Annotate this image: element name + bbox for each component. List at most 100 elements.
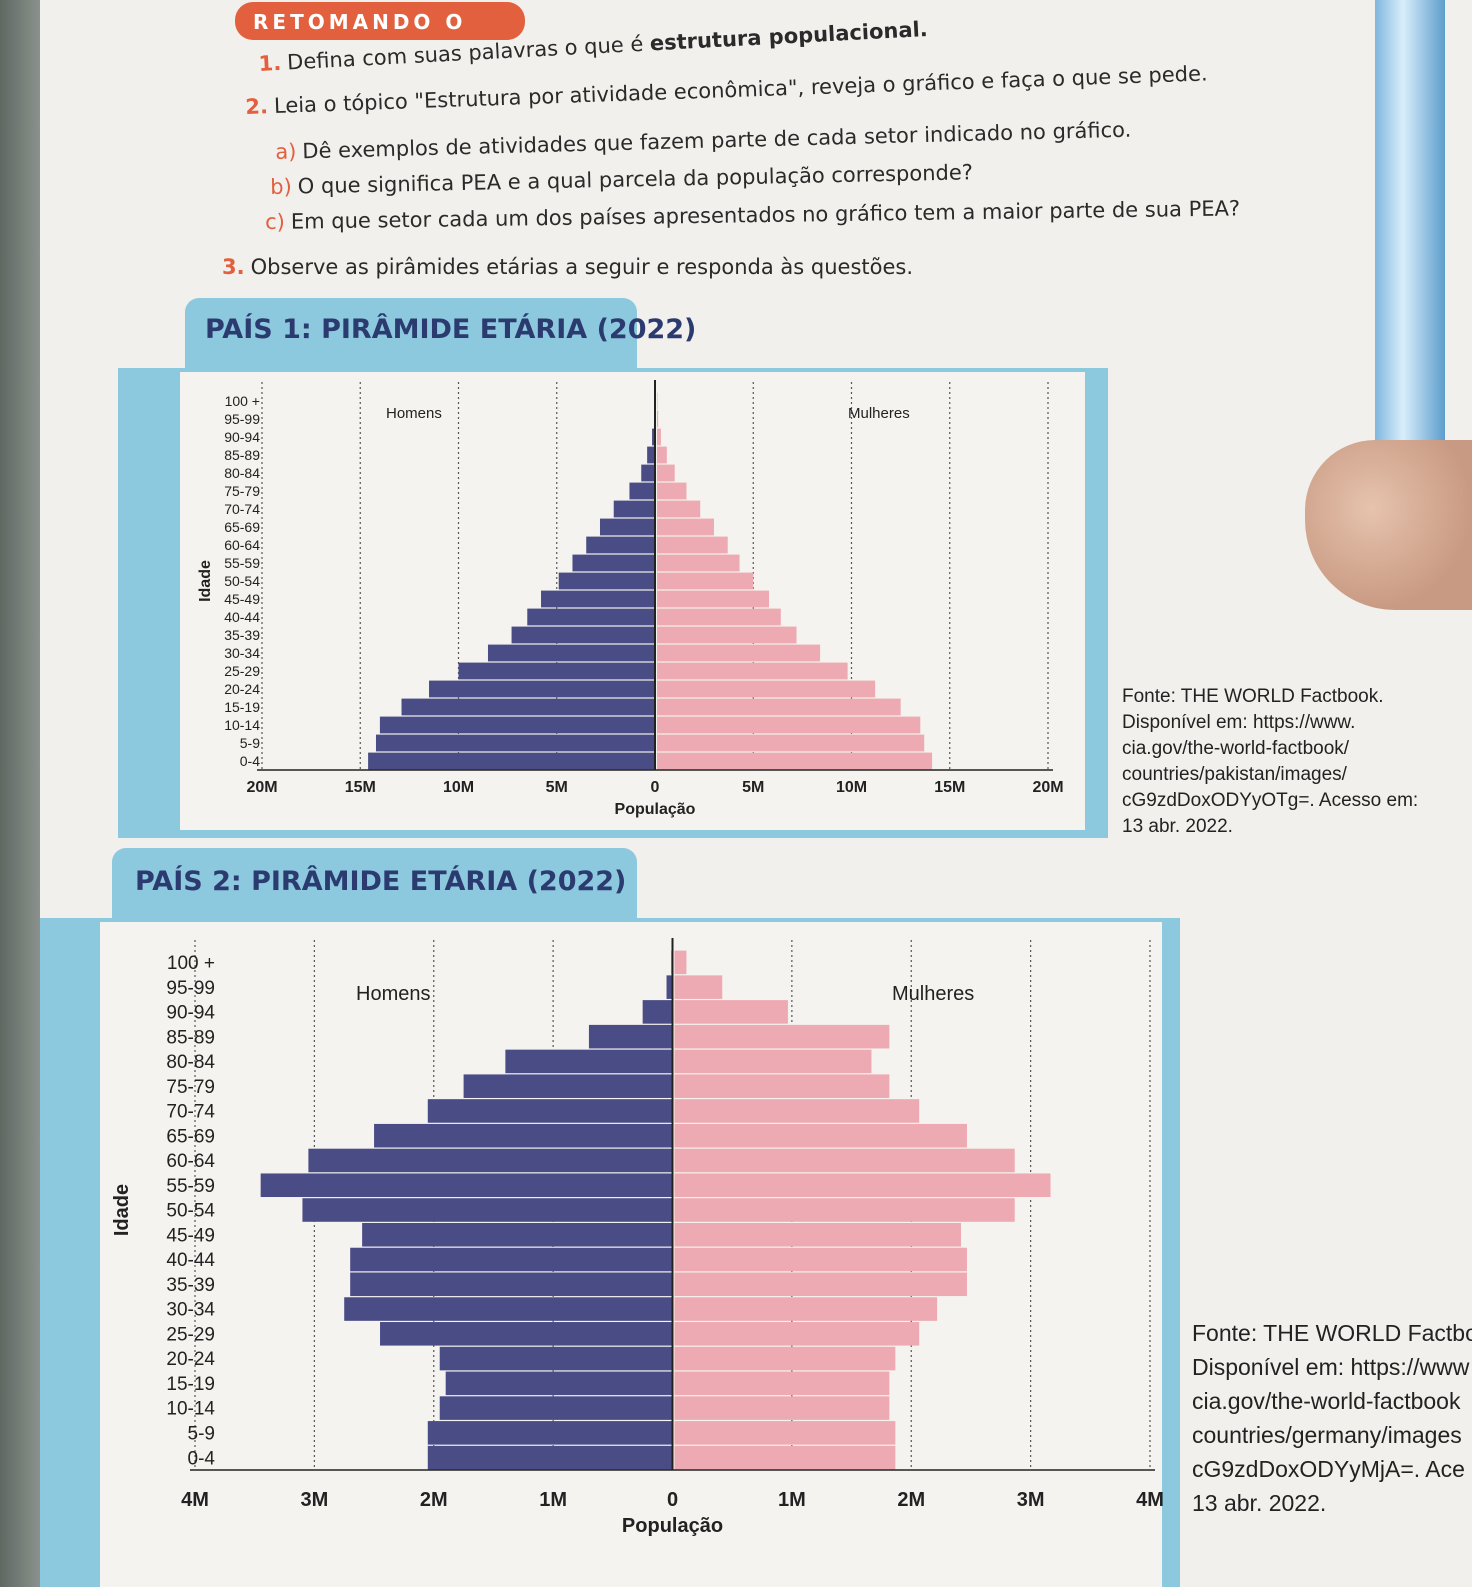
x-axis-title: População	[622, 1515, 723, 1537]
bar-homens	[652, 428, 655, 446]
legend-mulheres: Mulheres	[892, 983, 974, 1005]
age-label: 60-64	[224, 537, 260, 553]
bar-homens	[439, 1346, 673, 1371]
bar-mulheres	[674, 1346, 896, 1371]
bar-mulheres	[657, 536, 728, 554]
bar-homens	[572, 554, 655, 572]
bar-mulheres	[657, 428, 661, 446]
chart2-title: PAÍS 2: PIRÂMIDE ETÁRIA (2022)	[135, 866, 627, 897]
bar-homens	[647, 446, 655, 464]
x-tick-label: 10M	[443, 779, 474, 796]
thumb	[1305, 440, 1472, 610]
bar-mulheres	[674, 1074, 890, 1098]
bar-mulheres	[674, 1421, 896, 1445]
bar-homens	[380, 1322, 673, 1346]
bar-mulheres	[657, 572, 754, 590]
chart1-title-tab	[185, 298, 637, 378]
bar-mulheres	[657, 518, 714, 536]
bar-homens	[308, 1148, 673, 1173]
bar-mulheres	[657, 662, 848, 680]
bar-homens	[350, 1272, 673, 1297]
bar-mulheres	[657, 464, 675, 482]
legend-mulheres: Mulheres	[848, 405, 910, 422]
bar-homens	[302, 1198, 673, 1222]
bar-homens	[527, 608, 655, 626]
age-label: 85-89	[166, 1027, 215, 1048]
age-label: 25-29	[166, 1324, 215, 1345]
age-label: 5-9	[240, 735, 260, 751]
bar-homens	[586, 536, 655, 554]
x-tick-label: 0	[667, 1489, 678, 1511]
y-axis-title: Idade	[197, 560, 214, 602]
age-label: 35-39	[166, 1275, 215, 1296]
age-label: 15-19	[166, 1374, 215, 1395]
age-label: 100 +	[225, 393, 260, 409]
x-tick-label: 2M	[420, 1489, 448, 1511]
bar-mulheres	[674, 1049, 872, 1074]
x-axis-title: População	[615, 801, 696, 818]
x-tick-label: 2M	[897, 1489, 925, 1511]
bar-homens	[588, 1024, 673, 1049]
bar-mulheres	[674, 1396, 890, 1420]
age-label: 50-54	[224, 573, 260, 589]
x-tick-label: 3M	[300, 1489, 328, 1511]
age-label: 80-84	[224, 465, 260, 481]
bar-homens	[558, 572, 655, 590]
bar-homens	[362, 1222, 673, 1247]
age-label: 75-79	[224, 483, 260, 499]
age-label: 100 +	[167, 953, 215, 974]
x-tick-label: 1M	[778, 1489, 806, 1511]
bar-homens	[458, 662, 655, 680]
age-label: 5-9	[188, 1424, 215, 1445]
bar-homens	[487, 644, 655, 662]
x-tick-label: 20M	[1032, 779, 1063, 796]
bar-mulheres	[657, 410, 659, 428]
bar-homens	[463, 1074, 673, 1098]
age-label: 30-34	[224, 645, 260, 661]
age-label: 90-94	[166, 1003, 215, 1024]
age-label: 25-29	[224, 663, 260, 679]
bar-mulheres	[674, 1272, 967, 1297]
age-label: 20-24	[166, 1349, 215, 1370]
bar-mulheres	[674, 1297, 938, 1321]
bar-mulheres	[674, 1247, 967, 1272]
bar-mulheres	[657, 680, 876, 698]
age-label: 10-14	[224, 717, 260, 733]
age-label: 95-99	[224, 411, 260, 427]
bar-homens	[260, 1173, 673, 1198]
bar-mulheres	[657, 698, 901, 716]
bar-mulheres	[674, 1198, 1015, 1222]
bar-mulheres	[657, 500, 701, 518]
bar-mulheres	[657, 590, 770, 608]
age-label: 65-69	[224, 519, 260, 535]
chart2-source: Fonte: THE WORLD Factboo Disponível em: …	[1192, 1320, 1472, 1516]
bar-mulheres	[657, 608, 781, 626]
age-label: 0-4	[240, 753, 260, 769]
bar-homens	[344, 1297, 673, 1321]
legend-homens: Homens	[356, 983, 430, 1005]
bar-homens	[427, 1421, 673, 1445]
bar-mulheres	[674, 1148, 1015, 1173]
age-label: 55-59	[224, 555, 260, 571]
bar-mulheres	[657, 446, 667, 464]
bar-homens	[641, 464, 655, 482]
bar-homens	[427, 1445, 673, 1470]
bar-mulheres	[674, 1173, 1051, 1198]
question-3: 3. Observe as pirâmides etárias a seguir …	[222, 255, 914, 279]
x-tick-label: 15M	[934, 779, 965, 796]
age-label: 15-19	[224, 699, 260, 715]
bar-homens	[445, 1371, 673, 1396]
bar-homens	[541, 590, 655, 608]
bar-homens	[379, 716, 655, 734]
x-tick-label: 1M	[539, 1489, 567, 1511]
bar-homens	[439, 1396, 673, 1420]
bar-mulheres	[674, 1322, 920, 1346]
pen	[1375, 0, 1445, 480]
age-label: 80-84	[166, 1052, 215, 1073]
age-label: 35-39	[224, 627, 260, 643]
age-label: 75-79	[166, 1077, 215, 1098]
age-label: 45-49	[166, 1225, 215, 1246]
age-label: 90-94	[224, 429, 260, 445]
age-label: 45-49	[224, 591, 260, 607]
